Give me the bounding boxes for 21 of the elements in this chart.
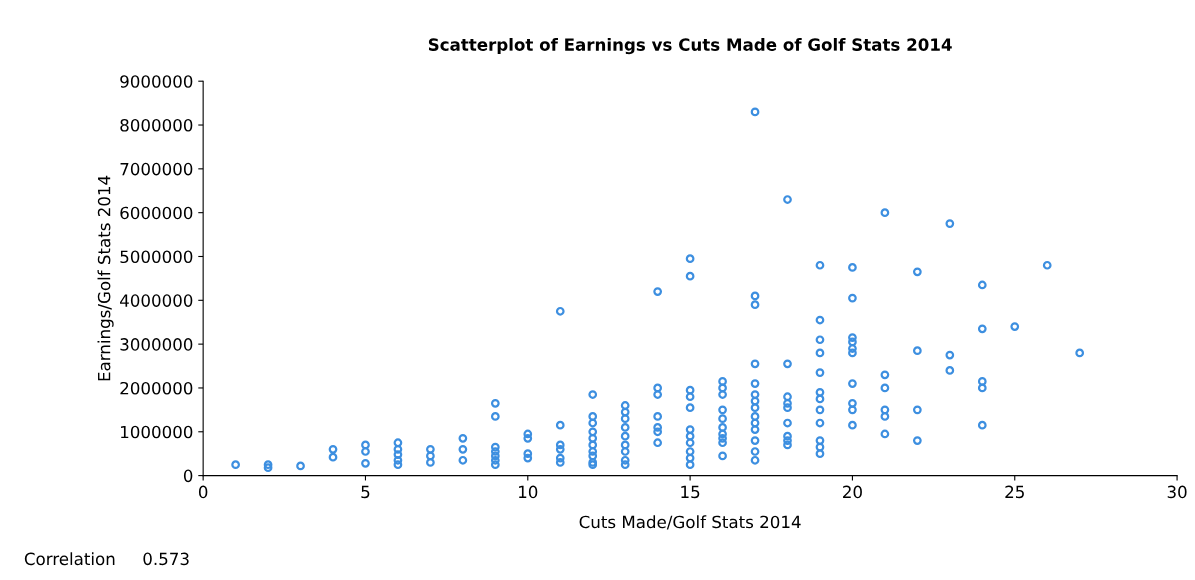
x-tick-label: 20 (843, 485, 862, 499)
y-tick-label: 7000000 (120, 162, 193, 176)
y-tick-label: 2000000 (120, 381, 193, 395)
y-tick-label: 6000000 (120, 206, 193, 220)
y-tick-label: 4000000 (120, 294, 193, 307)
x-tick-label: 5 (361, 485, 370, 499)
x-axis-title: Cuts Made/Golf Stats 2014 (579, 515, 801, 530)
y-tick-label: 3000000 (120, 338, 193, 351)
x-tick-label: 0 (198, 485, 208, 499)
y-tick-label: 5000000 (120, 250, 193, 264)
y-tick-label: 0 (183, 469, 193, 483)
y-tick-label: 1000000 (121, 425, 193, 439)
y-tick-label: 9000000 (120, 75, 193, 88)
text: Correlation 0.573 (24, 552, 189, 566)
x-tick-label: 10 (519, 485, 538, 499)
x-tick-label: 30 (1167, 485, 1187, 499)
x-tick-label: 25 (1005, 485, 1024, 499)
x-tick-label: 15 (681, 485, 700, 499)
chart-title: Scatterplot of Earnings vs Cuts Made of Golf Stats 2014 (428, 37, 952, 55)
y-tick-label: 8000000 (120, 118, 193, 132)
y-axis-title: Earnings/Golf Stats 2014 (97, 175, 114, 381)
